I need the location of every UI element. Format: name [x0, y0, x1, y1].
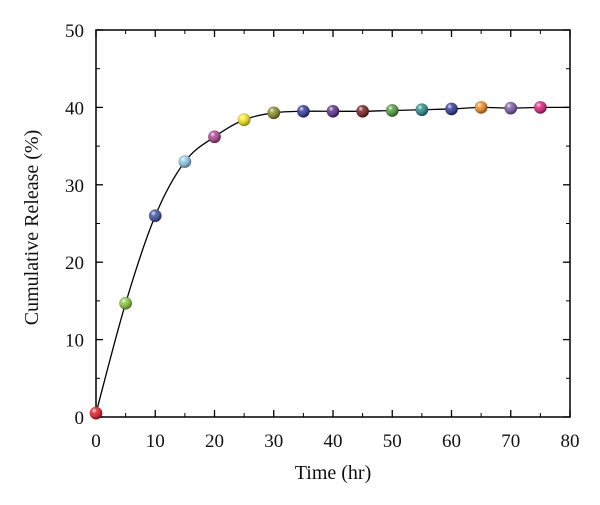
data-point-highlight — [208, 130, 221, 144]
x-tick-label: 50 — [383, 431, 402, 452]
x-tick-label: 70 — [501, 431, 520, 452]
data-point — [178, 155, 192, 169]
data-point-highlight — [119, 297, 132, 310]
data-point — [326, 104, 340, 118]
plot-frame — [95, 29, 571, 418]
x-tick-label: 40 — [324, 431, 343, 452]
y-tick-label: 10 — [65, 331, 84, 352]
data-point-highlight — [237, 113, 251, 126]
y-tick-label: 0 — [75, 408, 85, 429]
y-axis-label: Cumulative Release (%) — [21, 130, 43, 326]
data-point-highlight — [297, 105, 310, 118]
data-point-highlight — [386, 104, 399, 117]
data-point-highlight — [89, 406, 103, 420]
x-tick-label: 30 — [264, 431, 283, 452]
y-tick-label: 40 — [65, 98, 84, 119]
data-point — [89, 406, 103, 420]
data-point-highlight — [178, 155, 192, 168]
data-point — [533, 100, 547, 114]
data-point-highlight — [149, 209, 162, 222]
data-point — [415, 103, 429, 117]
data-point — [474, 100, 488, 114]
data-point — [444, 102, 458, 116]
data-point-highlight — [326, 105, 340, 118]
data-point-highlight — [474, 101, 488, 114]
x-tick-label: 80 — [561, 431, 580, 452]
y-tick-label: 20 — [65, 253, 84, 274]
x-tick-label: 20 — [205, 431, 224, 452]
data-point — [296, 104, 310, 118]
x-tick-label: 0 — [91, 431, 101, 452]
y-tick-label: 30 — [65, 176, 84, 197]
data-point-highlight — [267, 106, 280, 120]
data-point — [237, 113, 251, 127]
data-point-highlight — [534, 101, 547, 114]
data-point — [148, 209, 162, 223]
data-point-highlight — [356, 105, 369, 118]
data-point-highlight — [504, 101, 517, 115]
data-point — [267, 106, 281, 120]
data-point-highlight — [415, 103, 429, 116]
data-point — [356, 104, 370, 118]
data-point — [208, 130, 222, 144]
data-points — [89, 100, 547, 420]
data-point — [119, 296, 133, 310]
data-point — [385, 103, 399, 117]
axis-ticks: 0 10 20 30 40 50 60 70 80 0 10 20 30 40 50 — [65, 21, 580, 452]
release-curve — [95, 106, 571, 414]
x-axis-label: Time (hr) — [295, 462, 371, 484]
data-point — [504, 101, 518, 115]
plot-axes — [95, 29, 571, 418]
y-tick-label: 50 — [65, 21, 84, 42]
x-tick-label: 10 — [146, 431, 165, 452]
data-point-highlight — [445, 102, 458, 116]
x-tick-label: 60 — [442, 431, 461, 452]
release-curve-layer — [95, 106, 571, 414]
